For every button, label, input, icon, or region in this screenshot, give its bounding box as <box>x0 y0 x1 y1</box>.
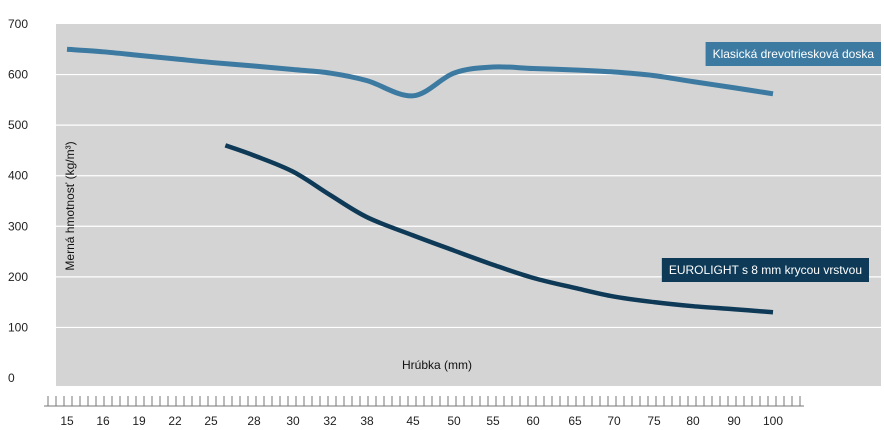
y-tick-label: 0 <box>8 371 15 385</box>
x-tick-label: 22 <box>168 414 182 428</box>
grid-lines <box>56 73 881 329</box>
x-tick-label: 80 <box>686 414 700 428</box>
x-tick-label: 75 <box>647 414 661 428</box>
legends: Klasická drevotriesková doska EUROLIGHT s… <box>661 42 881 282</box>
x-tick-label: 25 <box>204 414 218 428</box>
x-axis-title: Hrúbka (mm) <box>402 358 472 372</box>
x-tick-label: 100 <box>763 414 783 428</box>
x-tick-label: 28 <box>247 414 261 428</box>
x-tick-label: 30 <box>286 414 300 428</box>
x-tick-label: 38 <box>360 414 374 428</box>
y-axis-title: Merná hmotnosť (kg/m³) <box>63 141 77 270</box>
y-tick-label: 400 <box>8 169 28 183</box>
x-tick-label: 60 <box>526 414 540 428</box>
legend-label: Klasická drevotriesková doska <box>713 47 875 61</box>
x-tick-label: 65 <box>568 414 582 428</box>
x-tick-label: 16 <box>96 414 110 428</box>
x-tick-label: 70 <box>607 414 621 428</box>
x-tick-label: 19 <box>132 414 146 428</box>
x-tick-label: 32 <box>323 414 337 428</box>
x-tick-label: 50 <box>447 414 461 428</box>
y-tick-label: 600 <box>8 68 28 82</box>
y-tick-label: 500 <box>8 118 28 132</box>
series-lines <box>66 46 774 315</box>
legend-box <box>661 258 869 282</box>
series-line-1 <box>66 46 774 99</box>
legend-2: EUROLIGHT s 8 mm krycou vrstvou <box>661 258 869 282</box>
y-axis: 0 100 200 300 400 500 600 700 <box>8 17 28 385</box>
legend-1: Klasická drevotriesková doska <box>705 42 881 66</box>
y-tick-label: 300 <box>8 219 28 233</box>
y-tick-label: 200 <box>8 270 28 284</box>
x-tick-label: 90 <box>727 414 741 428</box>
x-tick-label: 55 <box>486 414 500 428</box>
legend-label: EUROLIGHT s 8 mm krycou vrstvou <box>669 263 862 277</box>
plot-background <box>56 24 881 386</box>
x-axis: 15 16 19 22 25 28 30 32 38 45 50 55 60 65 70 75 80 90 100 <box>44 396 804 428</box>
series-line-2 <box>224 143 774 315</box>
x-tick-label: 15 <box>60 414 74 428</box>
y-tick-label: 100 <box>8 320 28 334</box>
legend-box <box>705 42 881 66</box>
x-tick-label: 45 <box>406 414 420 428</box>
y-tick-label: 700 <box>8 17 28 31</box>
